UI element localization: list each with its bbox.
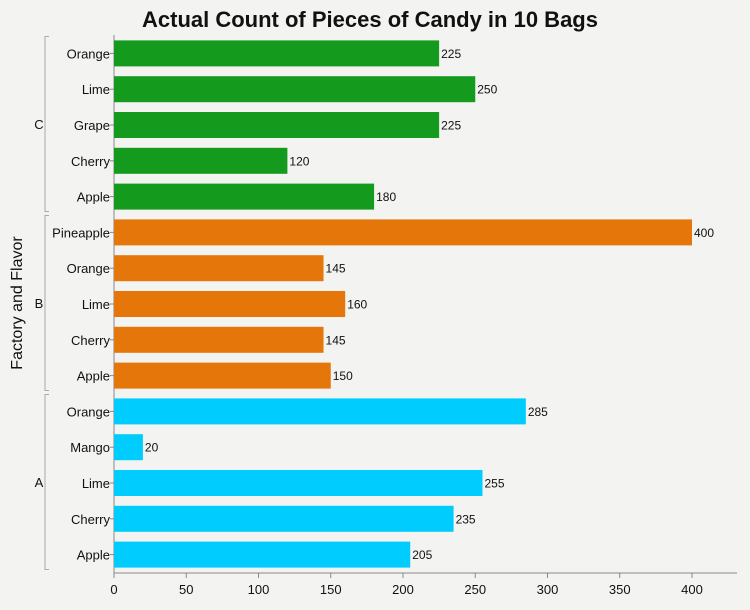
bar bbox=[114, 147, 288, 174]
category-label: Orange bbox=[67, 261, 110, 276]
bar bbox=[114, 183, 375, 210]
x-tick-label: 300 bbox=[537, 582, 559, 597]
category-label: Orange bbox=[67, 46, 110, 61]
x-tick-label: 200 bbox=[392, 582, 414, 597]
bar-value-label: 225 bbox=[441, 119, 461, 133]
category-label: Orange bbox=[67, 404, 110, 419]
bar-value-label: 255 bbox=[484, 477, 504, 491]
bar bbox=[114, 255, 324, 282]
y-axis-label: Factory and Flavor bbox=[9, 236, 26, 370]
bar bbox=[114, 505, 454, 532]
category-label: Lime bbox=[82, 82, 110, 97]
bar bbox=[114, 362, 331, 389]
bar-value-label: 180 bbox=[376, 190, 396, 204]
bar bbox=[114, 219, 692, 246]
category-label: Pineapple bbox=[52, 225, 110, 240]
bar bbox=[114, 291, 346, 317]
bar bbox=[114, 541, 411, 568]
category-label: Lime bbox=[82, 476, 110, 491]
bar-value-label: 285 bbox=[528, 405, 548, 419]
group-bracket bbox=[44, 394, 49, 570]
bar-value-label: 145 bbox=[326, 262, 346, 276]
bar bbox=[114, 434, 143, 461]
group-bracket bbox=[44, 36, 49, 212]
chart-title: Actual Count of Pieces of Candy in 10 Ba… bbox=[142, 7, 598, 32]
plot-area: 225 Orange 250 Lime 225 Grape 120 Cherry 180 Appl… bbox=[34, 35, 737, 597]
bar-value-label: 235 bbox=[456, 512, 476, 526]
bar bbox=[114, 398, 526, 425]
bar bbox=[114, 326, 324, 353]
group-label: B bbox=[35, 296, 44, 311]
x-tick-label: 50 bbox=[179, 582, 193, 597]
x-tick-label: 250 bbox=[464, 582, 486, 597]
bar bbox=[114, 112, 440, 138]
category-label: Mango bbox=[70, 440, 110, 455]
category-label: Apple bbox=[77, 190, 110, 205]
bar bbox=[114, 470, 483, 496]
category-label: Apple bbox=[77, 548, 110, 563]
x-tick-label: 400 bbox=[681, 582, 703, 597]
group-label: A bbox=[35, 475, 44, 490]
category-label: Grape bbox=[74, 118, 110, 133]
group-bracket bbox=[44, 215, 49, 391]
bar-value-label: 225 bbox=[441, 47, 461, 61]
bar-value-label: 120 bbox=[289, 154, 309, 168]
bar-value-label: 160 bbox=[347, 298, 367, 312]
bar bbox=[114, 40, 440, 67]
bar-value-label: 400 bbox=[694, 226, 714, 240]
category-label: Cherry bbox=[71, 512, 111, 527]
x-tick-label: 150 bbox=[320, 582, 342, 597]
category-label: Apple bbox=[77, 369, 110, 384]
group-label: C bbox=[34, 117, 43, 132]
bar-value-label: 205 bbox=[412, 548, 432, 562]
category-label: Cherry bbox=[71, 333, 111, 348]
bar-value-label: 250 bbox=[477, 83, 497, 97]
bar-value-label: 20 bbox=[145, 441, 159, 455]
x-tick-label: 100 bbox=[248, 582, 270, 597]
category-label: Lime bbox=[82, 297, 110, 312]
bar-value-label: 145 bbox=[326, 333, 346, 347]
bar-value-label: 150 bbox=[333, 369, 353, 383]
category-label: Cherry bbox=[71, 154, 111, 169]
bar bbox=[114, 76, 476, 103]
x-tick-label: 350 bbox=[609, 582, 631, 597]
x-tick-label: 0 bbox=[110, 582, 117, 597]
